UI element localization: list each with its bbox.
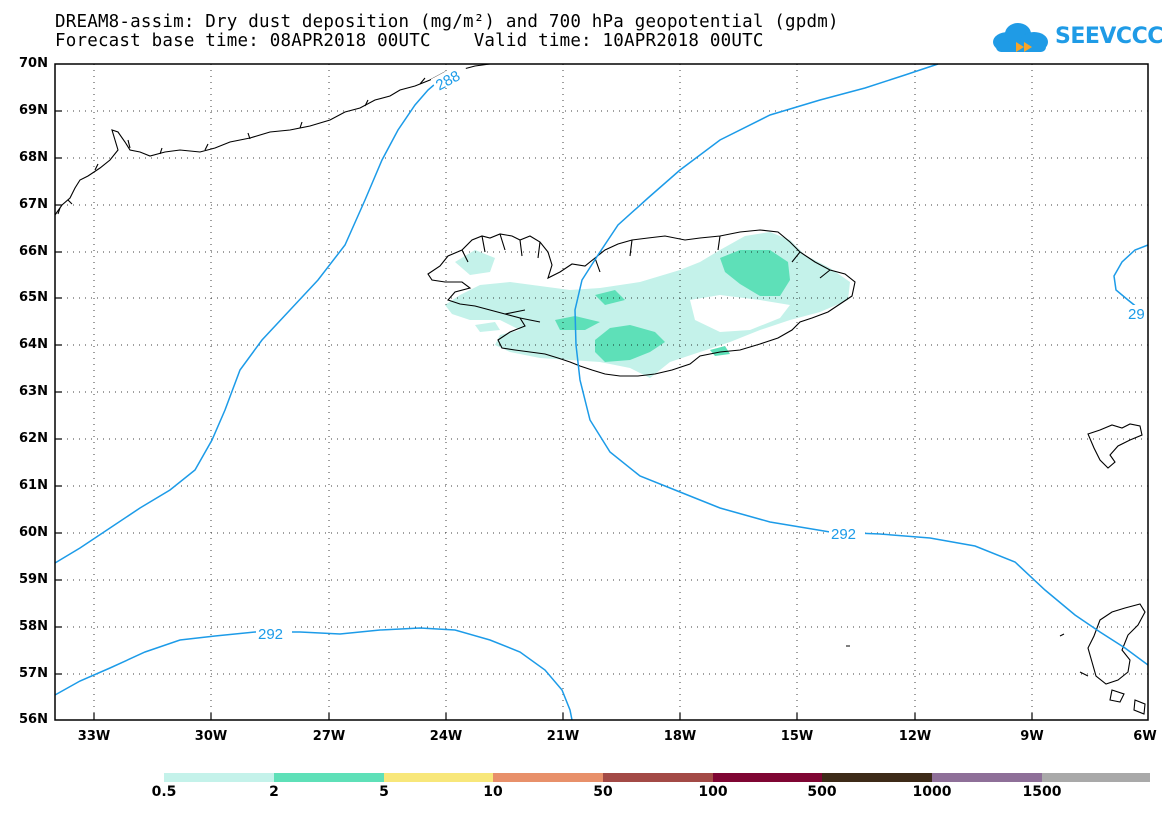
lat-label-57n: 57N (19, 666, 48, 681)
lon-label-21w: 21W (546, 729, 580, 744)
lat-label-70n: 70N (19, 56, 48, 71)
seevccc-logo (993, 23, 1048, 52)
colorbar-label: 1500 (1022, 784, 1062, 800)
lat-label-63n: 63N (19, 384, 48, 399)
lon-label-18w: 18W (663, 729, 697, 744)
lat-label-69n: 69N (19, 103, 48, 118)
dust-deposition-shading (445, 232, 850, 378)
lat-label-59n: 59N (19, 572, 48, 587)
lon-label-15w: 15W (780, 729, 814, 744)
greenland-coast-inlets (57, 77, 426, 215)
dust-medium-area-3 (555, 316, 600, 330)
colorbar-label: 2 (269, 784, 279, 800)
colorbar-swatch-5 (603, 773, 713, 782)
colorbar-swatch-3 (384, 773, 493, 782)
lat-label-66n: 66N (19, 244, 48, 259)
lon-label-33w: 33W (77, 729, 111, 744)
lat-label-62n: 62N (19, 431, 48, 446)
lon-label-30w: 30W (194, 729, 228, 744)
colorbar-label: 5 (379, 784, 389, 800)
colorbar-swatch-2 (274, 773, 384, 782)
lon-label-27w: 27W (312, 729, 346, 744)
dust-medium-area-2 (595, 325, 665, 362)
lat-label-68n: 68N (19, 150, 48, 165)
lon-label-9w: 9W (1020, 729, 1044, 744)
scotland-coast (1087, 603, 1146, 685)
scotland-isles (846, 633, 1146, 715)
greenland-coast (54, 63, 491, 216)
contour-label-29x: 29 (1128, 306, 1145, 323)
dust-white-interior (690, 295, 790, 332)
faroe-islands (1087, 423, 1143, 469)
contour-labels: 288 292 292 29 (256, 62, 1149, 643)
axis-ticks (55, 110, 1033, 720)
graticule (55, 64, 1148, 720)
colorbar-swatch-8 (932, 773, 1042, 782)
lon-label-24w: 24W (429, 729, 463, 744)
geopotential-contours (54, 63, 1149, 721)
lat-label-58n: 58N (19, 619, 48, 634)
iceland-coast (427, 229, 856, 377)
contour-29x-east (1113, 244, 1149, 309)
lat-label-67n: 67N (19, 197, 48, 212)
colorbar-label: 1000 (912, 784, 952, 800)
dust-medium-area-4 (595, 290, 625, 305)
lat-label-61n: 61N (19, 478, 48, 493)
lon-label-6w: 6W (1133, 729, 1157, 744)
map-title: DREAM8-assim: Dry dust deposition (mg/m²… (55, 12, 839, 32)
colorbar-swatch-6 (713, 773, 822, 782)
iceland-fjords (461, 233, 831, 323)
colorbar-label: 500 (807, 784, 837, 800)
map-subtitle: Forecast base time: 08APR2018 00UTC Vali… (55, 31, 764, 51)
lat-label-65n: 65N (19, 290, 48, 305)
lon-label-12w: 12W (898, 729, 932, 744)
colorbar-swatch-7 (822, 773, 932, 782)
contour-292-south (54, 627, 573, 721)
cloud-icon (993, 23, 1048, 52)
colorbar-swatch-4 (493, 773, 603, 782)
lat-label-64n: 64N (19, 337, 48, 352)
logo-text: SEEVCCC (1055, 24, 1163, 49)
colorbar-label: 10 (483, 784, 503, 800)
coastlines (54, 63, 1146, 715)
colorbar-label: 0.5 (151, 784, 177, 800)
contour-label-292-b: 292 (258, 626, 283, 643)
contour-292-main (574, 63, 1149, 666)
lat-label-60n: 60N (19, 525, 48, 540)
colorbar-label: 50 (593, 784, 613, 800)
contour-288 (54, 63, 463, 564)
colorbar-swatch-9 (1042, 773, 1150, 782)
colorbar-swatch-1 (164, 773, 274, 782)
lat-label-56n: 56N (19, 712, 48, 727)
dust-light-area-nw (455, 250, 495, 275)
dust-medium-area-1 (720, 250, 790, 296)
dust-light-area-sw (475, 322, 500, 332)
colorbar-label: 100 (698, 784, 728, 800)
contour-label-292-a: 292 (831, 526, 856, 543)
